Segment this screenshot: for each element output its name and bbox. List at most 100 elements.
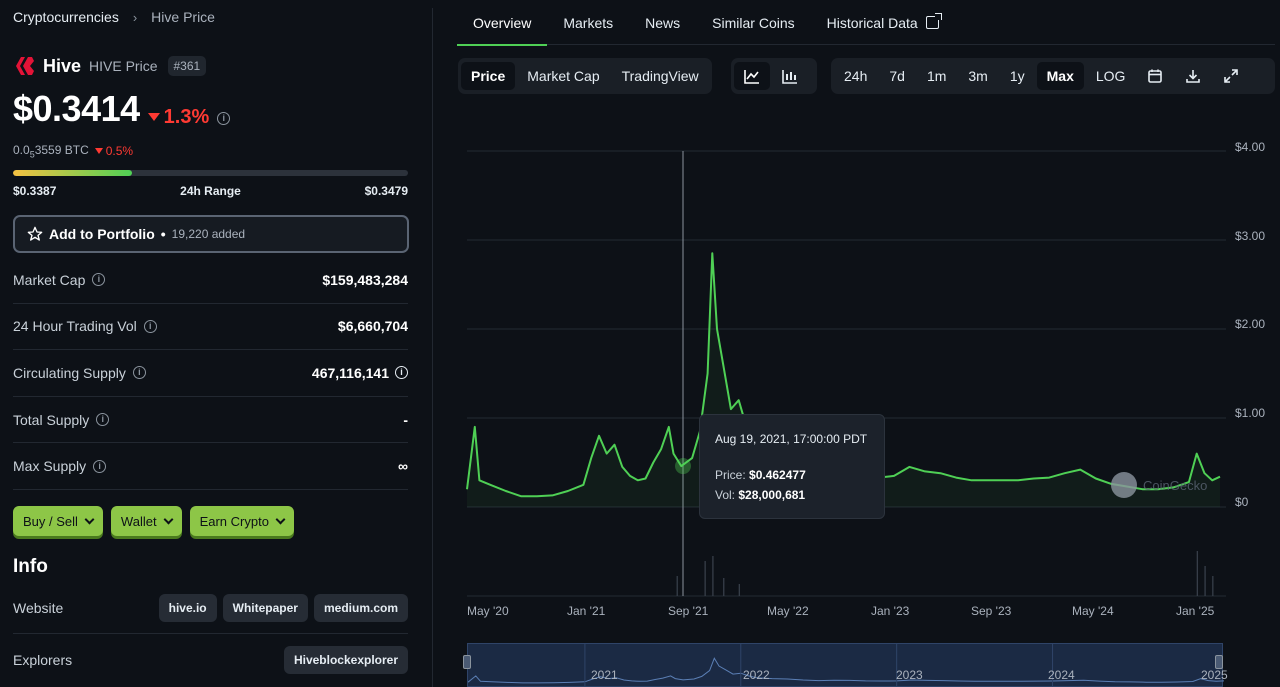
buy-sell-button[interactable]: Buy / Sell	[13, 506, 103, 536]
range-1y[interactable]: 1y	[1009, 68, 1025, 84]
website-link-medium[interactable]: medium.com	[313, 594, 408, 622]
star-icon	[27, 226, 43, 241]
info-icon[interactable]: i	[395, 366, 408, 380]
range-bar-fill	[13, 170, 132, 176]
navigator-year: 2021	[591, 668, 618, 682]
x-tick-label: Jan '21	[567, 604, 606, 618]
info-icon[interactable]: i	[96, 413, 110, 427]
navigator-handle-right[interactable]	[1215, 655, 1223, 669]
info-icon[interactable]: i	[217, 112, 231, 125]
volume-bar	[704, 561, 706, 596]
chart-type-tradingview[interactable]: TradingView	[621, 68, 699, 84]
explorers-label: Explorers	[13, 652, 73, 668]
coin-sidebar: Cryptocurrencies › Hive Price Hive HIVE …	[0, 0, 432, 687]
website-link-whitepaper[interactable]: Whitepaper	[222, 594, 308, 622]
info-icon[interactable]: i	[92, 273, 106, 287]
divider	[432, 8, 433, 687]
explorer-link[interactable]: Hiveblockexplorer	[283, 646, 408, 674]
btc-change: 0.5%	[94, 144, 133, 158]
calendar-button[interactable]	[1137, 62, 1173, 90]
stat-value: $159,483,284	[322, 271, 408, 288]
explorers-row: Explorers Hiveblockexplorer	[13, 646, 408, 674]
range-1m[interactable]: 1m	[926, 68, 947, 84]
chart-type-price[interactable]: Price	[461, 62, 516, 90]
stat-trading-vol: 24 Hour Trading Vol i $6,660,704	[13, 304, 408, 351]
portfolio-label: Add to Portfolio	[49, 226, 155, 242]
rank-badge: #361	[167, 56, 207, 76]
range-max[interactable]: Max	[1036, 62, 1084, 90]
tab-similar-coins[interactable]: Similar Coins	[712, 14, 795, 31]
x-tick-label: Sep '23	[971, 604, 1012, 618]
stat-value: 467,116,141 i	[312, 365, 408, 381]
navigator-year: 2023	[896, 668, 923, 682]
tab-historical-data[interactable]: Historical Data	[811, 0, 955, 45]
price-change: 1.3%	[147, 106, 209, 129]
coin-header: Hive HIVE Price #361	[13, 54, 207, 78]
chart-type-selector: Price Market Cap TradingView	[458, 58, 712, 94]
info-title: Info	[13, 556, 48, 577]
hover-point	[675, 458, 691, 475]
caret-down-icon	[147, 113, 160, 121]
range-7d[interactable]: 7d	[889, 68, 905, 84]
info-icon[interactable]: i	[93, 459, 107, 473]
caret-down-icon	[94, 148, 103, 155]
range-bar	[13, 170, 408, 176]
website-link-hive[interactable]: hive.io	[158, 594, 217, 622]
volume-bar	[676, 576, 678, 596]
tab-news[interactable]: News	[645, 14, 681, 31]
range-high: $0.3479	[364, 184, 408, 198]
stat-value: -	[403, 411, 408, 428]
stat-max-supply: Max Supply i ∞	[13, 443, 408, 490]
y-tick-label: $4.00	[1235, 140, 1266, 154]
chart-type-market-cap[interactable]: Market Cap	[527, 68, 600, 84]
x-tick-label: May '24	[1072, 604, 1114, 618]
coingecko-logo-icon	[1111, 472, 1137, 498]
volume-bar	[1196, 551, 1198, 596]
navigator-series	[468, 657, 1224, 684]
calendar-icon	[1148, 69, 1163, 83]
chart-navigator[interactable]	[467, 643, 1224, 687]
download-button[interactable]	[1175, 62, 1211, 90]
breadcrumb-root[interactable]: Cryptocurrencies	[13, 9, 119, 25]
btc-price-row: 0.053559 BTC 0.5%	[13, 143, 133, 159]
portfolio-bullet: •	[160, 226, 166, 242]
navigator-year: 2025	[1201, 668, 1228, 682]
range-3m[interactable]: 3m	[968, 68, 988, 84]
range-label: 24h Range	[180, 184, 241, 198]
fullscreen-button[interactable]	[1213, 62, 1249, 90]
add-to-portfolio-button[interactable]: Add to Portfolio • 19,220 added	[13, 215, 409, 253]
stat-circulating-supply: Circulating Supply i 467,116,141 i	[13, 350, 408, 397]
external-link-icon	[925, 13, 942, 29]
volume-bar	[738, 584, 740, 596]
line-chart-icon	[744, 70, 759, 84]
navigator-line	[468, 644, 1224, 687]
x-tick-label: May '20	[467, 604, 509, 618]
chart-tooltip: Aug 19, 2021, 17:00:00 PDT Price: $0.462…	[699, 414, 885, 519]
portfolio-added-count: 19,220 added	[171, 227, 246, 241]
candlestick-chart-button[interactable]	[772, 62, 808, 90]
chevron-right-icon: ›	[132, 9, 138, 25]
volume-bar	[1212, 576, 1214, 596]
navigator-handle-left[interactable]	[463, 655, 471, 669]
x-tick-label: Sep '21	[668, 604, 709, 618]
range-24h[interactable]: 24h	[844, 68, 868, 84]
y-tick-label: $2.00	[1235, 317, 1266, 331]
tooltip-price: Price: $0.462477	[715, 468, 806, 482]
volume-bar	[723, 578, 725, 596]
tab-markets[interactable]: Markets	[563, 14, 614, 31]
range-log[interactable]: LOG	[1095, 68, 1126, 84]
line-chart-button[interactable]	[734, 62, 770, 90]
wallet-button[interactable]: Wallet	[110, 506, 182, 536]
info-icon[interactable]: i	[132, 366, 146, 380]
earn-crypto-button[interactable]: Earn Crypto	[189, 506, 294, 536]
chart-style-selector	[731, 58, 817, 94]
y-tick-label: $3.00	[1235, 229, 1266, 243]
x-tick-label: May '22	[767, 604, 809, 618]
info-icon[interactable]: i	[143, 319, 157, 333]
main-tabs: Overview Markets News Similar Coins Hist…	[457, 0, 1275, 46]
stat-value: ∞	[398, 458, 408, 475]
coingecko-watermark: CoinGecko	[1111, 472, 1207, 498]
tab-overview[interactable]: Overview	[457, 0, 548, 46]
